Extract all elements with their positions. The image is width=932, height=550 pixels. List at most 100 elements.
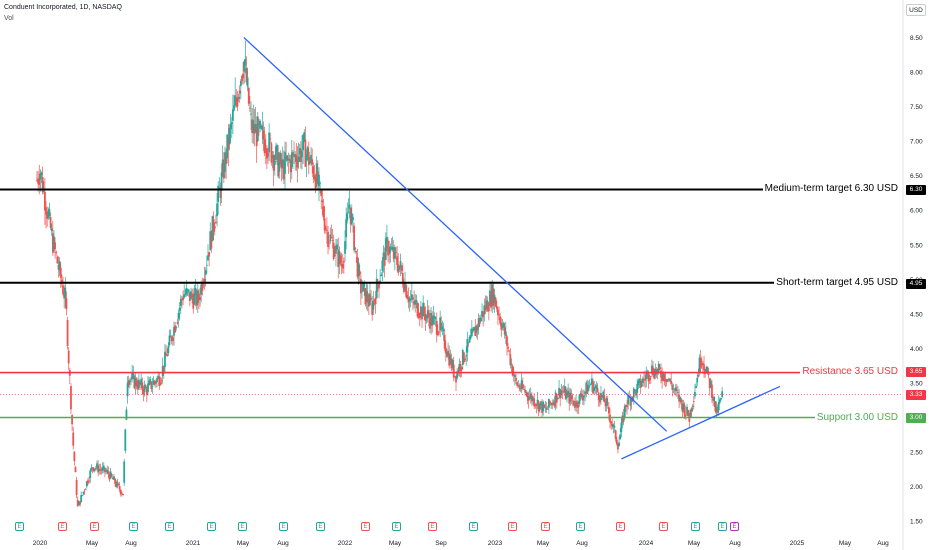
- candle-body: [388, 252, 391, 255]
- candle-body: [670, 380, 673, 385]
- candle-body: [463, 352, 465, 363]
- candle-body: [447, 350, 449, 356]
- candle-body: [470, 328, 473, 337]
- upcoming-earnings-marker[interactable]: E: [730, 522, 739, 531]
- earnings-event-marker[interactable]: E: [238, 522, 247, 531]
- candle-body: [301, 151, 303, 158]
- candle-body: [630, 398, 633, 402]
- candle-body: [513, 374, 516, 378]
- y-tick-label: 4.00: [910, 346, 923, 353]
- earnings-event-marker[interactable]: E: [316, 522, 325, 531]
- candle-body: [218, 187, 221, 189]
- y-tick-label: 3.50: [910, 380, 923, 387]
- candle-body: [596, 387, 599, 393]
- earnings-event-marker[interactable]: E: [207, 522, 216, 531]
- candle-body: [708, 378, 711, 389]
- candle-body: [446, 351, 448, 357]
- candle-body: [503, 327, 506, 335]
- candle-body: [160, 380, 163, 382]
- candle-body: [289, 159, 292, 173]
- candle-body: [502, 323, 505, 328]
- candle-body: [697, 375, 700, 377]
- candle-body: [577, 404, 580, 408]
- candle-body: [178, 307, 181, 311]
- candle-body: [188, 292, 191, 302]
- candle-body: [521, 384, 524, 389]
- candle-body: [651, 365, 653, 374]
- earnings-event-marker[interactable]: E: [428, 522, 437, 531]
- candle-body: [319, 182, 322, 184]
- candle-body: [123, 461, 126, 483]
- candle-body: [139, 382, 141, 385]
- earnings-event-marker[interactable]: E: [616, 522, 625, 531]
- earnings-event-marker[interactable]: E: [392, 522, 401, 531]
- currency-selector[interactable]: USD: [906, 4, 926, 16]
- earnings-event-marker[interactable]: E: [718, 522, 727, 531]
- candle-body: [390, 247, 393, 249]
- candle-body: [580, 394, 583, 398]
- candle-body: [621, 415, 624, 423]
- candle-body: [435, 320, 438, 335]
- candle-body: [110, 473, 113, 477]
- candle-body: [156, 378, 158, 383]
- y-tick-label: 2.50: [910, 450, 923, 457]
- candle-body: [232, 109, 234, 121]
- candle-body: [141, 382, 144, 391]
- earnings-event-marker[interactable]: E: [691, 522, 700, 531]
- candle-body: [482, 311, 485, 318]
- candle-body: [494, 297, 497, 307]
- candle-body: [51, 233, 54, 253]
- candle-body: [267, 152, 269, 157]
- candle-body: [63, 293, 66, 299]
- candle-body: [412, 297, 414, 300]
- candle-body: [358, 270, 361, 274]
- candle-body: [694, 391, 696, 397]
- candle-body: [245, 68, 248, 83]
- candle-body: [629, 397, 632, 406]
- candle-body: [91, 467, 94, 469]
- candle-body: [696, 377, 699, 383]
- earnings-event-marker[interactable]: E: [15, 522, 24, 531]
- candle-body: [525, 392, 528, 393]
- candle-body: [720, 397, 722, 400]
- earnings-event-marker[interactable]: E: [279, 522, 288, 531]
- short-target-price-badge: 4.95: [906, 279, 926, 289]
- candle-body: [383, 253, 386, 266]
- candle-body: [316, 171, 319, 185]
- earnings-event-marker[interactable]: E: [58, 522, 67, 531]
- trendline-ascending: [621, 385, 781, 460]
- candle-body: [695, 386, 697, 389]
- candle-body: [98, 468, 101, 471]
- candle-body: [213, 226, 216, 229]
- earnings-event-marker[interactable]: E: [659, 522, 668, 531]
- y-tick-label: 6.00: [910, 208, 923, 215]
- candle-body: [605, 398, 608, 406]
- candle-body: [387, 240, 389, 256]
- candle-body: [260, 126, 263, 128]
- earnings-event-marker[interactable]: E: [541, 522, 550, 531]
- candle-body: [77, 501, 80, 506]
- earnings-event-marker[interactable]: E: [90, 522, 99, 531]
- candle-body: [347, 212, 350, 214]
- candle-body: [363, 283, 366, 288]
- candle-body: [652, 367, 654, 376]
- candle-body: [282, 162, 285, 180]
- earnings-event-marker[interactable]: E: [361, 522, 370, 531]
- earnings-event-marker[interactable]: E: [508, 522, 517, 531]
- earnings-event-marker[interactable]: E: [165, 522, 174, 531]
- earnings-event-marker[interactable]: E: [129, 522, 138, 531]
- earnings-event-marker[interactable]: E: [469, 522, 478, 531]
- candle-body: [704, 369, 707, 375]
- candle-body: [250, 113, 252, 115]
- candle-body: [699, 358, 702, 368]
- y-tick-label: 1.50: [910, 519, 923, 526]
- candle-body: [515, 378, 517, 381]
- candle-body: [618, 442, 620, 446]
- candle-body: [400, 265, 403, 271]
- candle-body: [219, 187, 222, 199]
- candle-body: [314, 177, 317, 189]
- candle-body: [225, 153, 228, 164]
- earnings-event-marker[interactable]: E: [576, 522, 585, 531]
- candle-body: [534, 404, 537, 407]
